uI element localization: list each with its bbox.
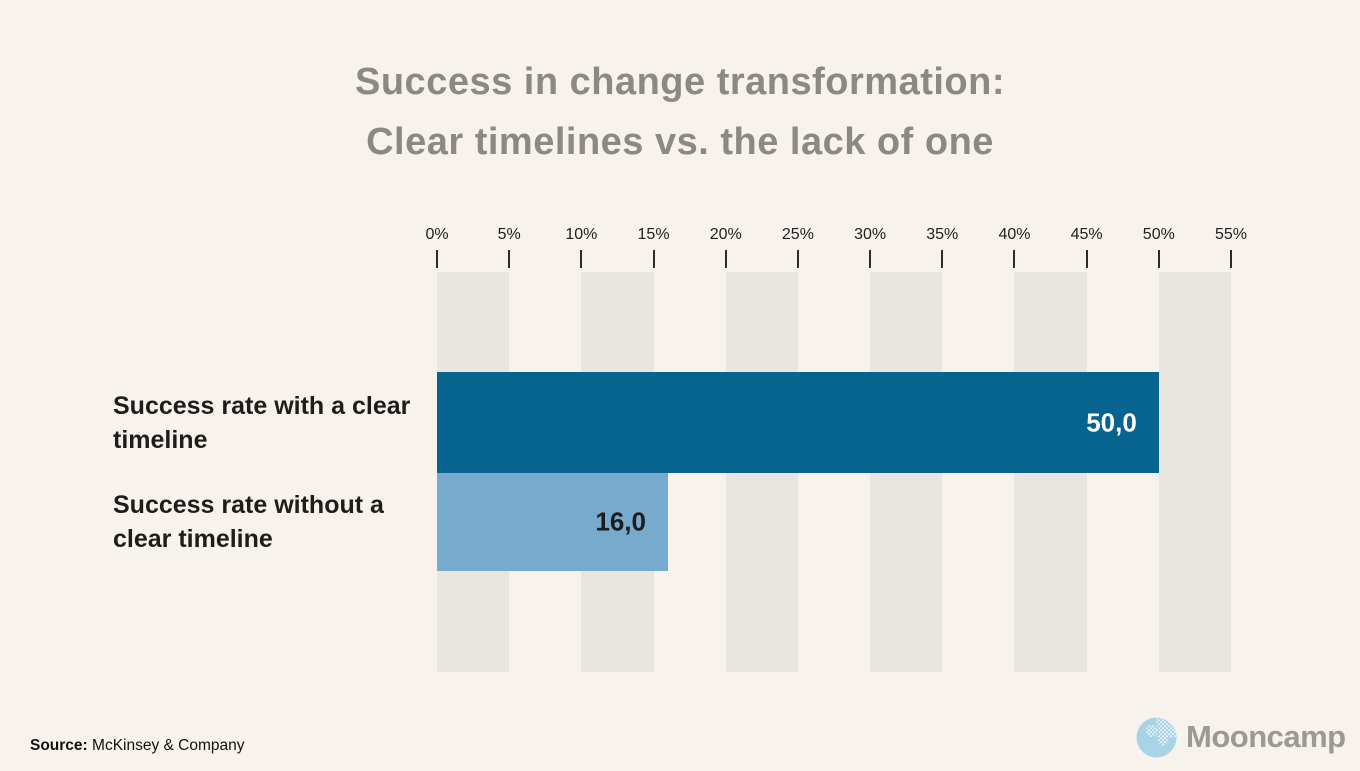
x-axis-tick-label: 25%	[781, 226, 814, 243]
bar-value-label: 50,0	[1086, 407, 1137, 437]
bar-chart-plot: 0% 5% 10% 15% 20% 25% 30% 35% 40% 45% 50% 55% 50,0 1…	[425, 226, 1247, 672]
brand-name: Mooncamp	[1186, 719, 1346, 754]
x-axis-tick-label: 45%	[1070, 226, 1103, 243]
x-axis-tick-mark	[941, 250, 944, 268]
x-axis-tick-label: 40%	[998, 226, 1031, 243]
category-label: Success rate with a clear timeline	[113, 391, 411, 454]
brand-logo: Mooncamp	[1136, 715, 1346, 759]
source-note: Source: McKinsey & Company	[30, 737, 245, 755]
grid-stripe	[1158, 272, 1231, 672]
bar-with-timeline: 50,0	[437, 372, 1159, 473]
x-axis-tick-label: 50%	[1142, 226, 1175, 243]
moon-icon	[1136, 717, 1177, 757]
x-axis-tick-mark	[508, 250, 511, 268]
x-axis-tick-mark	[1013, 250, 1016, 268]
x-axis-tick-label: 35%	[926, 226, 959, 243]
x-axis-tick-label: 20%	[709, 226, 742, 243]
x-axis-tick-mark	[436, 250, 438, 268]
x-axis-tick-mark	[796, 250, 799, 268]
chart-title-line2: Clear timelines vs. the lack of one	[366, 121, 994, 163]
x-axis-tick-mark	[1157, 250, 1160, 268]
bar-value-label: 16,0	[595, 506, 646, 537]
source-label: Source:	[30, 737, 88, 754]
x-axis-tick-mark	[724, 250, 727, 268]
x-axis-tick-label: 55%	[1214, 226, 1248, 243]
chart-title: Success in change transformation: Clear …	[0, 52, 1360, 172]
x-axis-tick-label: 5%	[497, 226, 521, 243]
x-axis-tick-label: 0%	[425, 226, 449, 243]
chart-title-line1: Success in change transformation:	[355, 61, 1005, 103]
x-axis-tick-label: 30%	[854, 226, 887, 243]
x-axis-tick-mark	[652, 250, 655, 268]
source-value: McKinsey & Company	[92, 737, 245, 754]
x-axis-tick-mark	[580, 250, 583, 268]
bar-without-timeline: 16,0	[437, 473, 668, 571]
x-axis-tick-label: 10%	[565, 226, 598, 243]
x-axis-tick-mark	[869, 250, 872, 268]
x-axis-tick-label: 15%	[637, 226, 670, 243]
x-axis-tick-mark	[1085, 250, 1088, 268]
category-label: Success rate without a clear timeline	[113, 491, 384, 553]
x-axis-tick-mark	[1230, 250, 1232, 268]
